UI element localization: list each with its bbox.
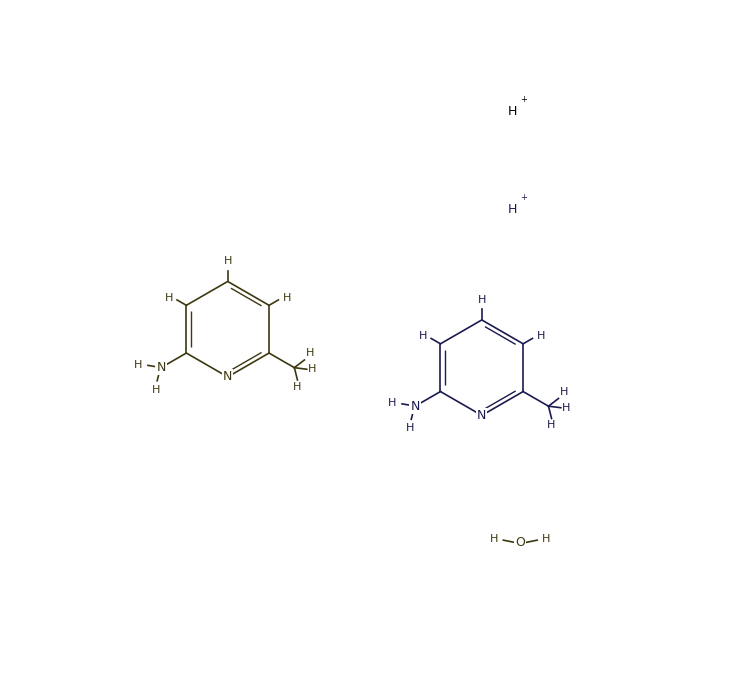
Text: H: H — [542, 534, 550, 544]
Text: H: H — [537, 331, 545, 341]
Text: H: H — [389, 398, 397, 408]
Text: H: H — [293, 382, 302, 391]
Text: H: H — [306, 349, 314, 358]
Text: +: + — [521, 95, 527, 104]
Text: H: H — [134, 359, 143, 370]
Text: H: H — [547, 420, 555, 430]
Text: +: + — [521, 193, 527, 202]
Text: H: H — [491, 534, 499, 544]
Text: N: N — [410, 399, 420, 413]
Text: H: H — [508, 105, 518, 118]
Text: H: H — [282, 292, 291, 303]
Text: H: H — [308, 364, 316, 374]
Text: N: N — [477, 409, 486, 422]
Text: H: H — [477, 294, 486, 305]
Text: H: H — [560, 387, 569, 397]
Text: H: H — [405, 423, 414, 433]
Text: H: H — [224, 256, 232, 266]
Text: N: N — [156, 362, 165, 374]
Text: H: H — [165, 292, 173, 303]
Text: O: O — [515, 536, 525, 549]
Text: H: H — [418, 331, 427, 341]
Text: H: H — [562, 403, 571, 413]
Text: H: H — [508, 203, 518, 217]
Text: H: H — [152, 385, 160, 395]
Text: N: N — [223, 370, 233, 383]
